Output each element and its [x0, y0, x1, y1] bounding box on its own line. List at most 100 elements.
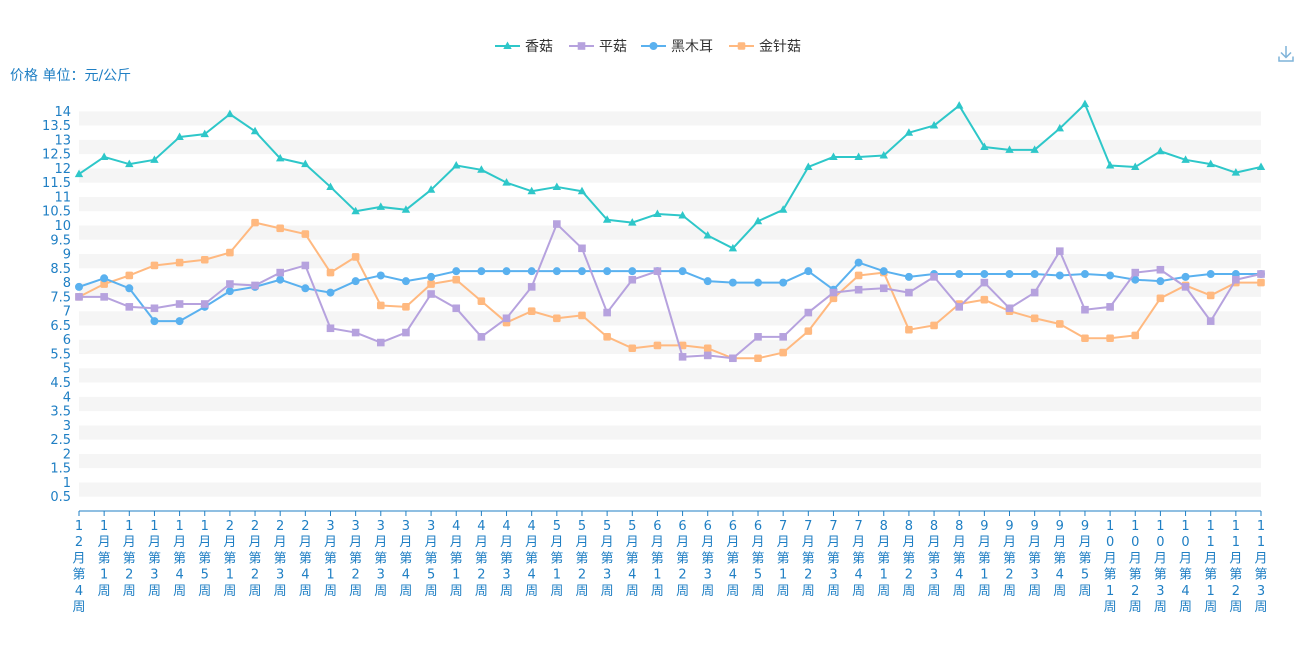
data-point	[150, 261, 159, 270]
data-point	[1181, 283, 1190, 291]
data-point	[452, 304, 461, 313]
x-tick-label: 1 1 月第 1 周	[1204, 519, 1217, 615]
data-point	[351, 253, 360, 261]
grid-band	[79, 353, 1261, 369]
data-point	[729, 354, 737, 363]
data-point	[527, 307, 536, 315]
y-tick-label: 10.5	[42, 205, 71, 220]
data-point	[929, 121, 939, 129]
data-point	[754, 333, 762, 341]
y-tick-label: 11.5	[42, 176, 71, 191]
data-point	[728, 243, 738, 252]
data-point	[175, 132, 184, 140]
data-point	[250, 126, 260, 135]
data-point	[527, 186, 536, 195]
data-point	[100, 280, 108, 288]
data-point	[301, 230, 310, 238]
series-4	[75, 218, 1265, 363]
data-point	[904, 272, 913, 281]
data-point	[276, 268, 284, 277]
x-tick-label: 9 月第 4 周	[1053, 519, 1066, 599]
data-point	[829, 152, 838, 160]
data-point	[1005, 145, 1014, 153]
data-point	[603, 267, 612, 276]
x-tick-label: 4 月第 3 周	[500, 519, 513, 599]
data-point	[1206, 270, 1215, 279]
data-point	[1030, 145, 1039, 153]
data-point	[552, 267, 561, 276]
data-point	[1206, 291, 1215, 300]
grid-band	[79, 196, 1261, 212]
data-point	[955, 303, 964, 311]
grid-band	[79, 382, 1261, 397]
y-tick-label: 4	[63, 390, 71, 405]
x-tick-label: 3 月第 4 周	[399, 519, 412, 599]
grid-band	[79, 411, 1261, 426]
data-point	[1030, 288, 1039, 297]
data-point	[150, 304, 159, 313]
data-point	[502, 314, 511, 323]
data-point	[376, 301, 385, 310]
data-point	[754, 278, 763, 287]
data-point	[477, 165, 486, 173]
data-point	[401, 277, 410, 286]
data-point	[1030, 270, 1039, 279]
x-tick-label: 3 月第 2 周	[349, 519, 362, 599]
data-point	[1156, 294, 1165, 303]
legend-item[interactable]: 香菇	[495, 39, 553, 55]
data-point	[1156, 277, 1165, 286]
data-point	[225, 287, 234, 296]
data-point	[1081, 334, 1089, 343]
data-point	[1080, 99, 1090, 108]
grid-band	[79, 168, 1261, 183]
x-tick-label: 1 月第 5 周	[198, 519, 211, 599]
y-tick-label: 8	[63, 276, 71, 291]
y-tick-label: 2.5	[50, 433, 71, 448]
data-point	[1105, 161, 1115, 169]
data-point	[804, 267, 813, 276]
legend-label: 平菇	[599, 39, 627, 55]
grid-band	[79, 339, 1261, 354]
data-point	[351, 206, 360, 215]
grid-band	[79, 425, 1261, 440]
data-point	[326, 268, 335, 277]
x-tick-label: 8 月第 1 周	[877, 519, 890, 599]
data-point	[1206, 159, 1215, 168]
data-point	[426, 185, 436, 193]
series-group	[74, 99, 1266, 363]
y-axis: 0.511.522.533.544.555.566.577.588.599.51…	[42, 105, 71, 505]
x-tick-label: 7 月第 1 周	[777, 519, 790, 599]
data-point	[376, 202, 385, 210]
legend-item[interactable]: 金针菇	[729, 39, 801, 55]
data-point	[502, 178, 511, 186]
data-point	[905, 325, 913, 334]
data-point	[930, 321, 938, 330]
legend-item[interactable]: 平菇	[569, 39, 627, 55]
grid-band	[79, 125, 1261, 140]
legend-item[interactable]: 黑木耳	[641, 39, 713, 55]
data-point	[276, 275, 285, 284]
data-point	[804, 327, 813, 335]
x-tick-label: 4 月第 1 周	[450, 519, 463, 599]
x-tick-label: 5 月第 1 周	[550, 519, 563, 599]
data-point	[125, 303, 134, 311]
x-tick-label: 9 月第 1 周	[978, 519, 991, 599]
y-tick-label: 3.5	[50, 405, 71, 420]
series-3	[75, 258, 1265, 326]
data-point	[351, 328, 360, 337]
legend-marker	[503, 41, 512, 49]
data-point	[778, 205, 788, 213]
x-tick-label: 5 月第 3 周	[601, 519, 614, 599]
x-tick-label: 5 月第 2 周	[575, 519, 588, 599]
series-1	[74, 99, 1266, 252]
data-point	[1231, 168, 1241, 176]
data-point	[905, 288, 913, 297]
data-point	[452, 275, 461, 284]
y-tick-label: 0.5	[50, 490, 71, 505]
x-tick-label: 9 月第 3 周	[1028, 519, 1041, 599]
data-point	[401, 205, 411, 213]
grid-band	[79, 111, 1261, 126]
data-point	[628, 275, 637, 284]
download-icon[interactable]	[1276, 44, 1296, 64]
data-point	[678, 210, 687, 219]
